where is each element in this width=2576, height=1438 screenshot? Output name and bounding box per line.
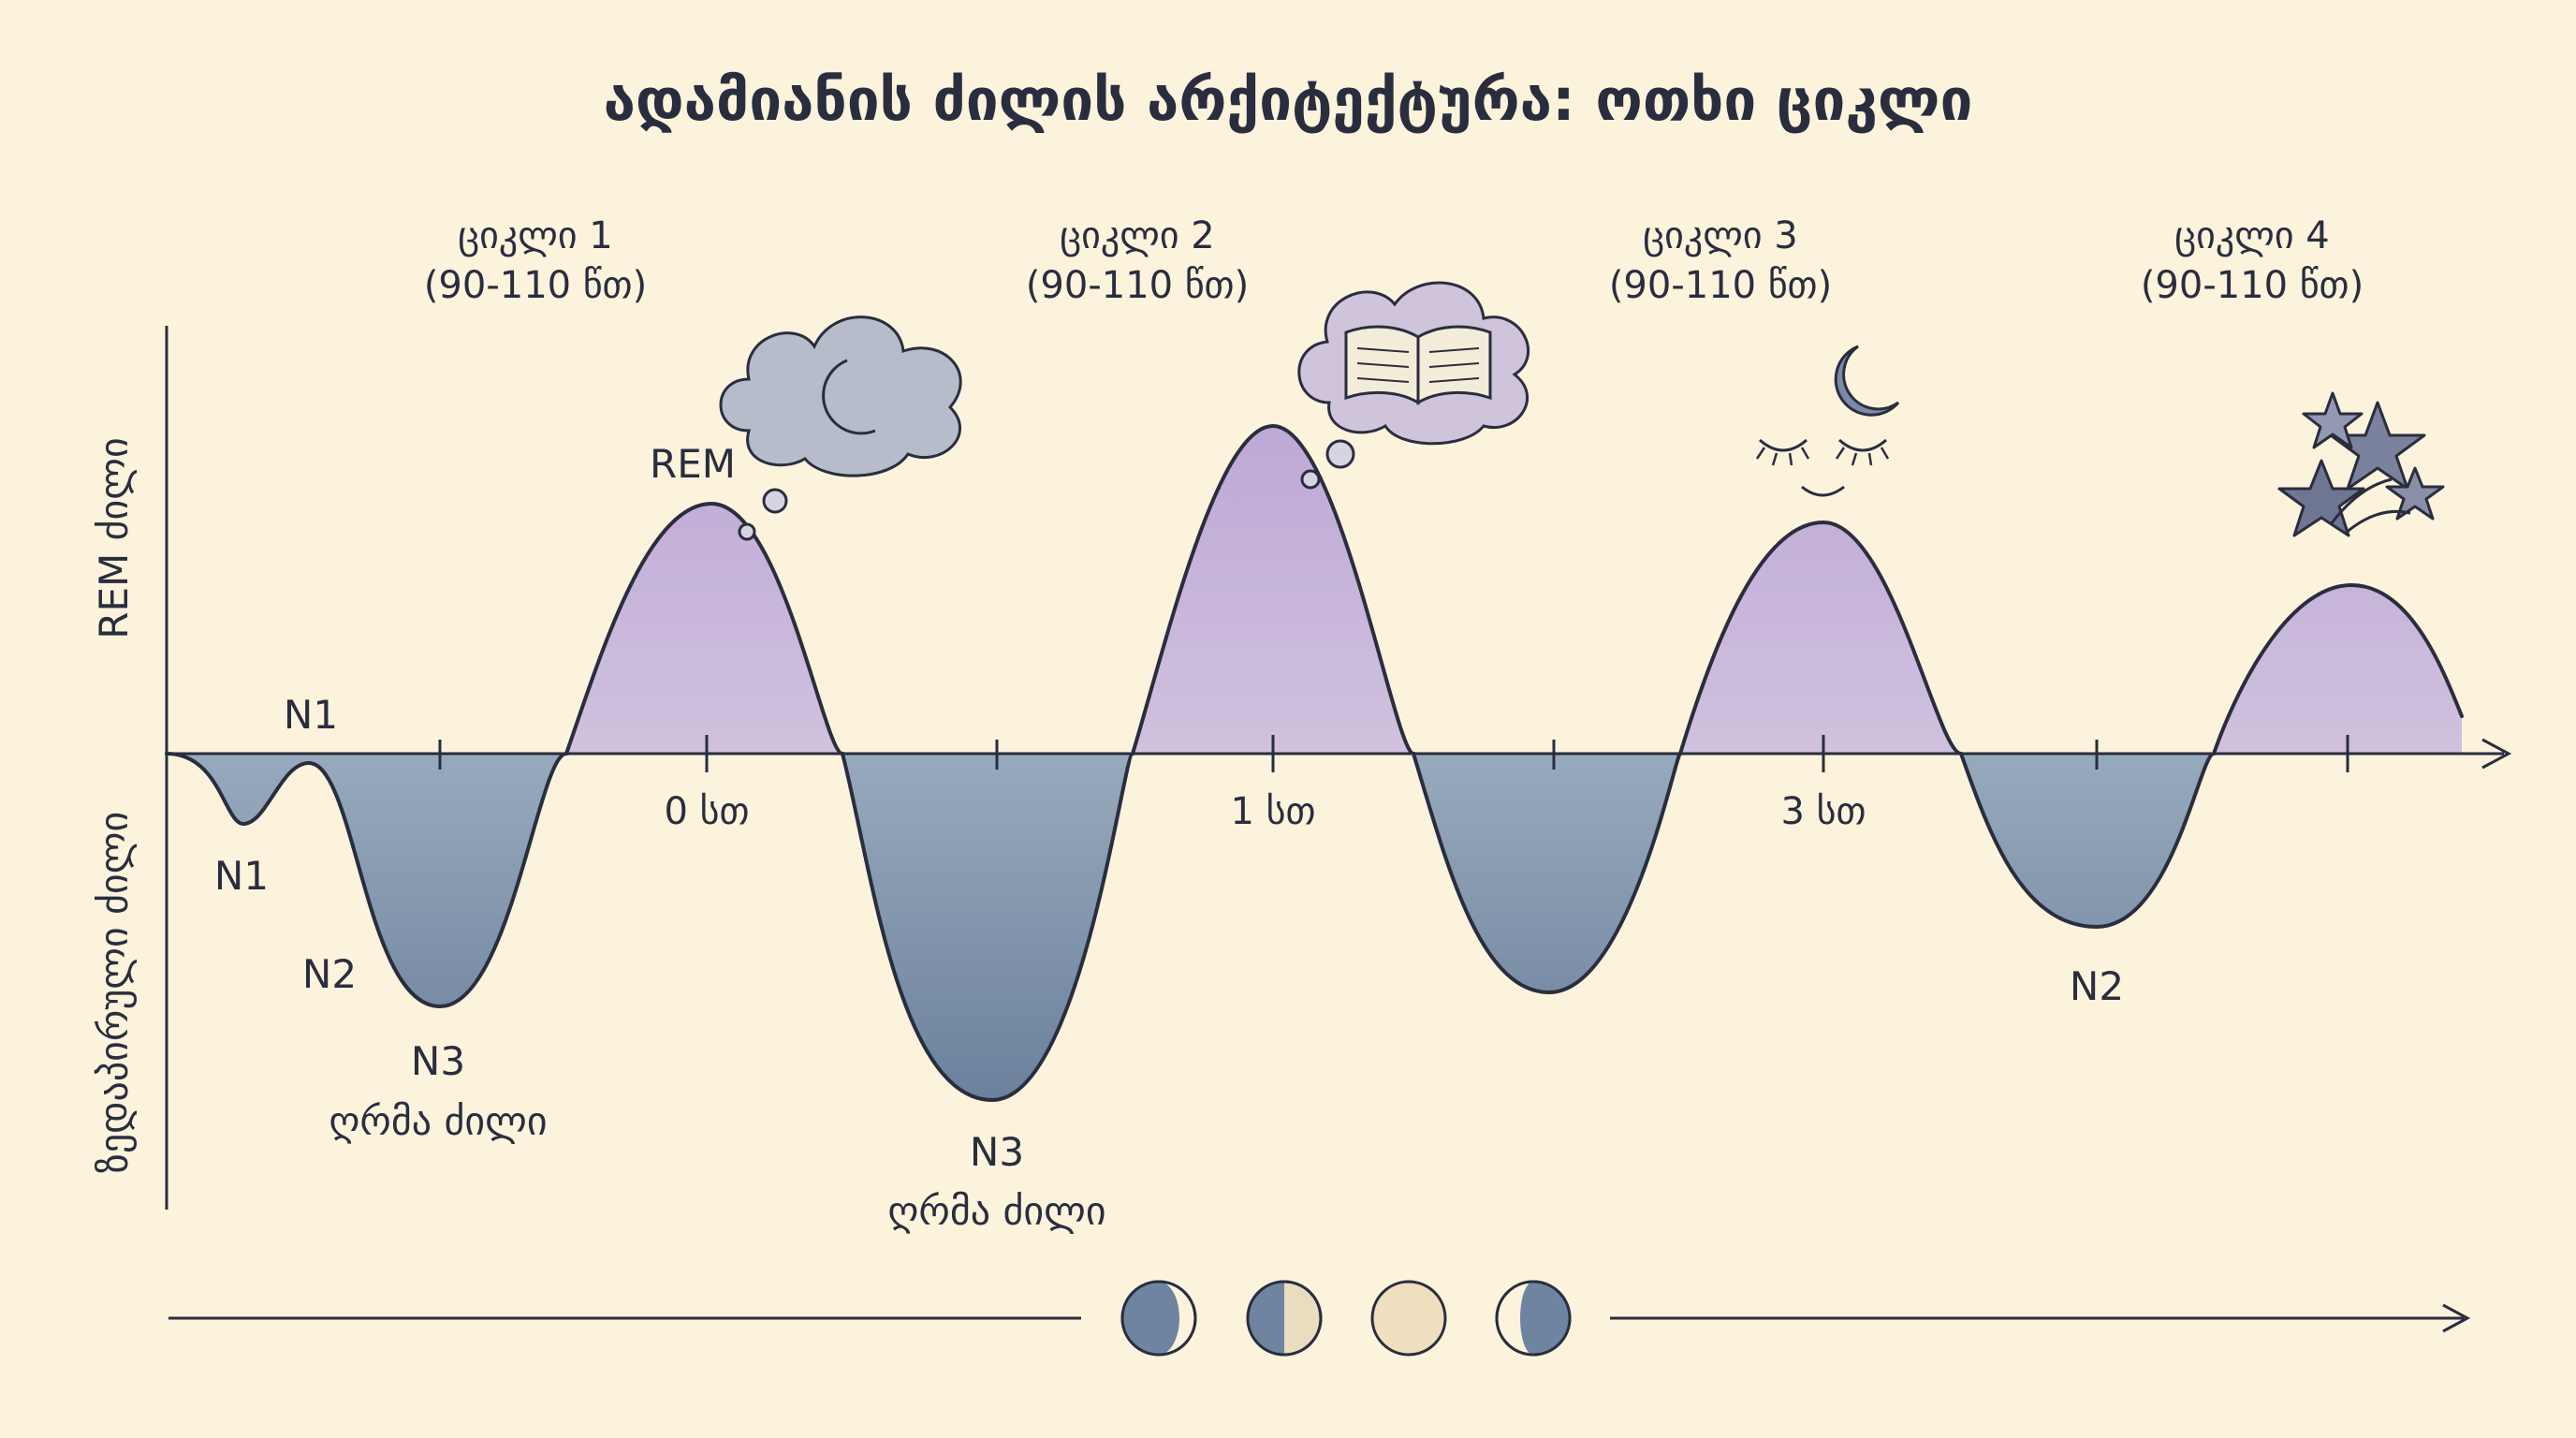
time-tick-3h: 3 სთ [1780,790,1866,833]
cycle-4-duration: (90-110 წთ) [2141,264,2364,307]
stage-label-deep-sleep-second: ღრმა ძილი [887,1188,1105,1234]
cycle-header-2: ციკლი 2 (90-110 წთ) [1026,214,1249,307]
waning-crescent-icon [1120,1280,1197,1357]
time-tick-1h: 1 სთ [1230,790,1315,833]
time-axis-ticks [438,735,2349,772]
diagram-title: ადამიანის ძილის არქიტექტურა: ოთხი ციკლი [604,66,1973,134]
stage-label-n3-second: N3 [970,1129,1024,1175]
stage-label-rem: REM [650,441,736,487]
stage-label-n2-first: N2 [302,951,357,997]
stage-label-n3-first: N3 [411,1038,465,1084]
cycle-3-duration: (90-110 წთ) [1609,264,1832,307]
half-moon-icon [1246,1280,1323,1357]
stage-label-deep-sleep-first: ღრმა ძილი [329,1098,547,1144]
time-tick-0h: 0 სთ [664,790,749,833]
cycle-2-name: ციკლი 2 [1060,214,1214,257]
cloud-moon-icon [719,315,962,541]
stage-label-n2-last: N2 [2070,963,2124,1009]
stage-label-n1-top: N1 [284,692,338,738]
cycle-1-duration: (90-110 წთ) [424,264,647,307]
cloud-book-icon [1297,281,1530,490]
stage-label-n1-bottom: N1 [214,853,269,899]
rem-sleep-area [167,426,2462,754]
y-axis-label-rem: REM ძილი [91,437,137,638]
time-axis-arrow-icon [2481,738,2512,770]
cycle-2-duration: (90-110 წთ) [1026,264,1249,307]
stars-icon [2277,391,2445,537]
y-axis-label-light-sleep: ზედაპირული ძილი [91,812,137,1173]
cycle-header-1: ციკლი 1 (90-110 წთ) [424,214,647,307]
cycle-3-name: ციკლი 3 [1643,214,1797,257]
moon-sleeping-face-icon [1755,345,1900,497]
waxing-crescent-icon [1495,1280,1572,1357]
bottom-timeline-arrow-icon [2442,1303,2471,1333]
cycle-header-3: ციკლი 3 (90-110 წთ) [1609,214,1832,307]
cycle-header-4: ციკლი 4 (90-110 წთ) [2141,214,2364,307]
sleep-wave-line [165,423,2464,1103]
full-moon-icon [1370,1280,1447,1357]
deep-sleep-area [167,754,2462,1100]
cycle-4-name: ციკლი 4 [2174,214,2329,257]
cycle-1-name: ციკლი 1 [458,214,612,257]
